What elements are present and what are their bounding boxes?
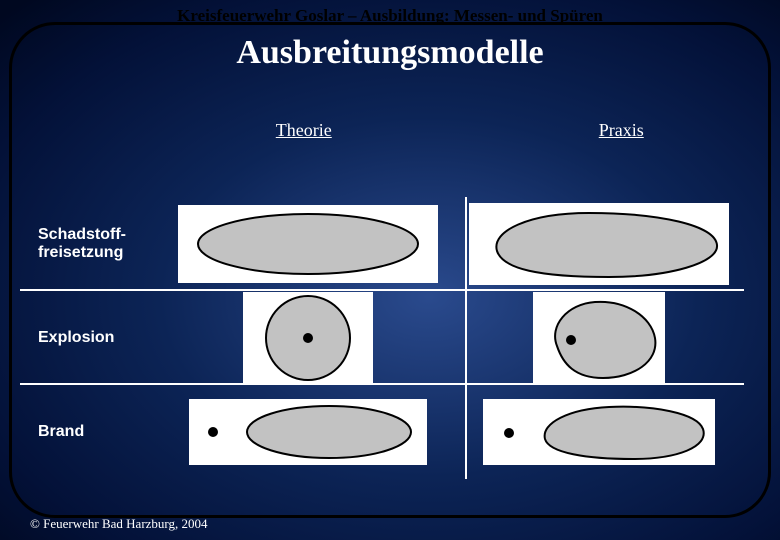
cell-explosion-practice [454,291,745,385]
footer-copyright: © Feuerwehr Bad Harzburg, 2004 [30,516,208,532]
row-explosion: Explosion [20,291,744,385]
col-header-practice: Praxis [463,120,780,141]
row-label-explosion: Explosion [20,329,163,347]
diagram-explosion-theory [243,292,373,384]
cell-explosion-theory [163,291,454,385]
slide-header: Kreisfeuerwehr Goslar – Ausbildung: Mess… [0,0,780,26]
diagram-schadstoff-theory [178,205,438,283]
diagram-brand-practice [483,399,715,465]
row-label-brand: Brand [20,423,163,441]
column-headers: Theorie Praxis [0,120,780,141]
cell-brand-practice [454,385,745,479]
row-brand: Brand [20,385,744,479]
row-schadstoff: Schadstoff- freisetzung [20,197,744,291]
cell-brand-theory [163,385,454,479]
col-header-theory: Theorie [145,120,463,141]
diagram-explosion-practice [533,292,665,384]
cell-schadstoff-theory [163,197,454,291]
slide-title: Ausbreitungsmodelle [0,34,780,72]
diagram-brand-theory [189,399,427,465]
diagram-schadstoff-practice [469,203,729,285]
diagram-table: Schadstoff- freisetzung Explosion [20,197,744,479]
row-label-schadstoff: Schadstoff- freisetzung [20,226,163,263]
cell-schadstoff-practice [454,197,745,291]
